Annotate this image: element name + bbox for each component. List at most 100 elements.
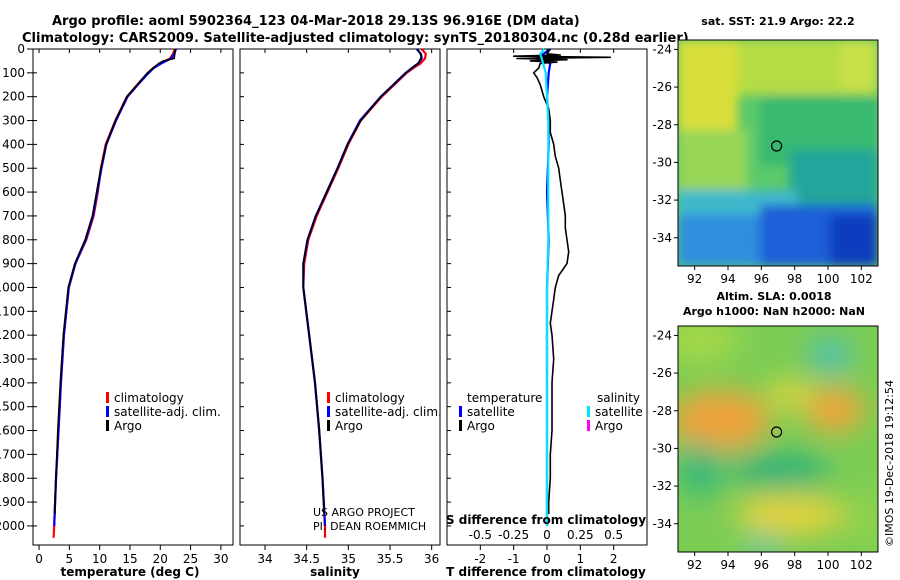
difference-legend: temperature satellite Argo salinity sate… [459,391,643,433]
sla-argo-location-marker [770,426,783,438]
map-y-tick-label: -24 [652,42,672,56]
x-tick-label: 0 [543,552,551,566]
legend-label-climatology: climatology [114,391,184,405]
x-tick-label: 10 [92,552,107,566]
depth-tick-label: 1000 [0,280,25,294]
s-tick-label: 0 [543,528,551,542]
map-y-tick-label: -28 [652,118,672,132]
map-y-tick-label: -34 [652,517,672,531]
temperature-plot [52,48,178,538]
x-tick-label: 0 [35,552,43,566]
legend-label-argo: Argo [114,419,142,433]
map-y-tick-label: -28 [652,404,672,418]
map-x-tick-label: 98 [787,272,802,286]
legend-swatch-s-argo [587,420,590,431]
map-y-tick-label: -32 [652,193,672,207]
depth-tick-label: 1200 [0,328,25,342]
map-x-tick-label: 102 [850,558,873,572]
series-line-t-argo [512,48,612,514]
map-y-tick-label: -34 [652,231,672,245]
x-tick-label: 1 [577,552,585,566]
depth-tick-label: 1400 [0,376,25,390]
salinity-panel-frame [239,48,441,546]
legend-swatch-satellite [327,406,330,417]
watermark-line-2: PI: DEAN ROEMMICH [313,520,426,533]
depth-tick-label: 1300 [0,352,25,366]
salinity-x-label: salinity [310,565,360,579]
depth-tick-label: 900 [2,257,25,271]
depth-tick-label: 100 [2,66,25,80]
depth-tick-label: 1500 [0,400,25,414]
depth-tick-label: 1700 [0,447,25,461]
difference-x-axis: -2 -1 0 1 2 [474,49,617,566]
depth-tick-label: 2000 [0,519,25,533]
sla-map-frame [677,325,879,553]
x-tick-label: 30 [213,552,228,566]
series-line-argo [302,48,423,515]
x-tick-label: 2 [610,552,618,566]
legend-swatch-t-argo [459,420,462,431]
depth-tick-label: 0 [17,42,25,56]
depth-tick-label: 300 [2,114,25,128]
x-tick-label: 20 [153,552,168,566]
depth-tick-label: 400 [2,137,25,151]
map-x-tick-label: 94 [720,272,735,286]
sst-map-field [678,40,878,266]
map-x-tick-label: 96 [754,558,769,572]
temperature-panel-frame [32,48,234,546]
legend-label-satellite: satellite-adj. clim. [335,405,442,419]
depth-tick-label: 1100 [0,304,25,318]
difference-plot [512,48,612,526]
map-x-tick-label: 98 [787,558,802,572]
map-y-tick-label: -30 [652,441,672,455]
map-x-tick-label: 92 [687,272,702,286]
sla-map-subtitle: Argo h1000: NaN h2000: NaN [683,305,865,318]
s-tick-label: 0.25 [567,528,594,542]
watermark-line-1: US ARGO PROJECT [313,506,415,519]
difference-s-axis: -0.5 -0.25 0 0.25 0.5 [469,528,624,542]
x-tick-label: 35.5 [377,552,404,566]
map-y-tick-label: -32 [652,479,672,493]
map-y-tick-label: -26 [652,366,672,380]
x-tick-label: 36 [424,552,439,566]
x-tick-label: 15 [122,552,137,566]
depth-tick-label: 800 [2,233,25,247]
map-x-tick-label: 100 [817,272,840,286]
legend-label-s-satellite: satellite [595,405,643,419]
map-x-tick-label: 96 [754,272,769,286]
map-x-tick-label: 92 [687,558,702,572]
salinity-legend: climatology satellite-adj. clim. Argo [327,391,442,433]
s-tick-label: -0.5 [469,528,492,542]
sla-map-title: Altim. SLA: 0.0018 [716,290,831,303]
depth-tick-label: 1600 [0,424,25,438]
title-line-1: Argo profile: aoml 5902364_123 04-Mar-20… [52,14,580,29]
series-line-s-satellite [539,48,550,526]
depth-axis: 0 100 200 300 400 500 600 700 800 900 1000 1100 1200… [0,42,451,533]
map-y-tick-label: -26 [652,80,672,94]
sla-map-axes: 92 94 96 98 100 102 -24 -26 -28 -30 -32 -34 [652,328,872,572]
temperature-x-axis: 0 5 10 15 20 25 30 [35,49,229,566]
legend-swatch-argo [106,420,109,431]
sst-map-frame [677,39,879,267]
salinity-x-axis: 34 34.5 35 35.5 36 [257,49,439,566]
legend-swatch-argo [327,420,330,431]
legend-title-salinity: salinity [597,391,640,405]
x-tick-label: 35 [341,552,356,566]
x-tick-label: 34 [257,552,272,566]
legend-label-satellite: satellite-adj. clim. [114,405,221,419]
legend-label-argo: Argo [335,419,363,433]
sst-argo-location-marker [770,140,783,152]
legend-label-climatology: climatology [335,391,405,405]
depth-tick-label: 700 [2,209,25,223]
depth-tick-label: 200 [2,90,25,104]
x-tick-label: -2 [474,552,486,566]
depth-tick-label: 500 [2,161,25,175]
legend-swatch-t-satellite [459,406,462,417]
map-y-tick-label: -24 [652,328,672,342]
sst-map-axes: 92 94 96 98 100 102 -24 -26 -28 -30 -32 -34 [652,42,872,286]
legend-swatch-s-satellite [587,406,590,417]
map-x-tick-label: 102 [850,272,873,286]
legend-label-t-argo: Argo [467,419,495,433]
legend-label-t-satellite: satellite [467,405,515,419]
